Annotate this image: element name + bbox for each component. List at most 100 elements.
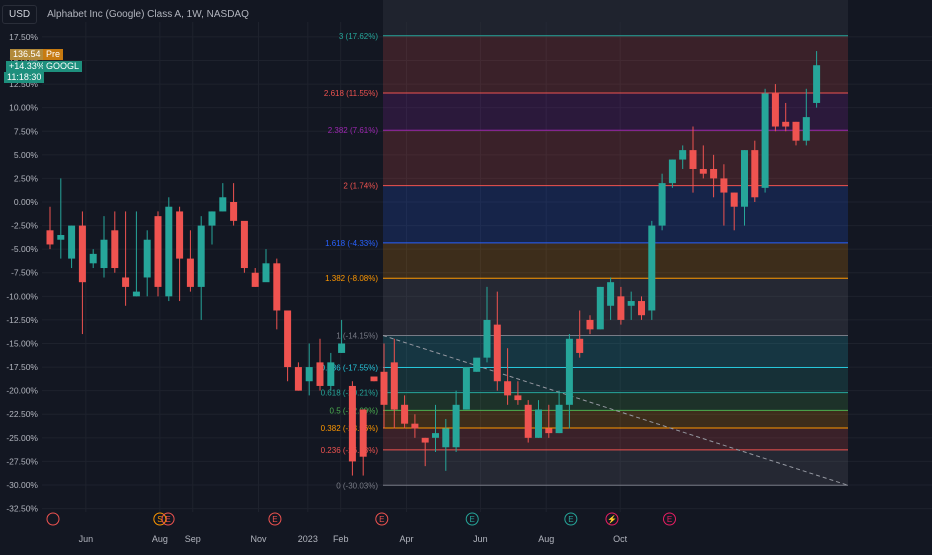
candle-body	[165, 206, 173, 297]
y-tick-label: -5.00%	[11, 244, 38, 254]
y-tick-label: 10.00%	[9, 103, 38, 113]
fib-zone	[383, 185, 848, 243]
event-marker[interactable]	[663, 512, 676, 526]
candle-body	[294, 367, 302, 391]
y-tick-label: -25.00%	[6, 433, 38, 443]
event-marker[interactable]	[161, 512, 175, 526]
fib-zone	[383, 278, 848, 336]
candle-body	[720, 178, 728, 193]
candle-body	[390, 362, 398, 410]
candle-body	[348, 385, 356, 462]
event-marker-label: E	[165, 515, 170, 524]
candle-body	[186, 258, 194, 287]
fib-zone	[383, 35, 848, 94]
fib-level-label: 1.382 (-8.08%)	[325, 274, 378, 283]
candle-body	[483, 319, 491, 358]
candle-body	[68, 225, 76, 259]
candle-body	[122, 277, 130, 287]
price-badge: 136.54	[10, 49, 44, 60]
event-marker[interactable]	[375, 512, 389, 526]
x-tick-label: Jun	[473, 534, 488, 544]
candle-body	[658, 183, 666, 226]
fib-level-label: 2.618 (11.55%)	[324, 89, 378, 98]
candle-body	[132, 291, 140, 297]
candle-body	[359, 409, 367, 457]
candle-body	[370, 376, 378, 382]
fib-zone	[383, 410, 848, 429]
candle-body	[596, 286, 604, 330]
candle-body	[100, 239, 108, 269]
candle-body	[46, 230, 54, 245]
event-marker[interactable]	[46, 512, 60, 526]
x-tick-label: Aug	[538, 534, 554, 544]
candle-body	[565, 338, 573, 405]
ticker-badge: GOOGL	[43, 61, 83, 72]
y-tick-label: 15.00%	[9, 56, 38, 66]
candle-body	[219, 197, 227, 212]
event-marker-label: E	[568, 515, 573, 524]
fib-zone	[383, 367, 848, 393]
candle-body	[576, 338, 584, 353]
event-marker-label: E	[667, 515, 672, 524]
fib-zone	[383, 93, 848, 131]
candle-body	[421, 437, 429, 443]
fib-trend-line	[382, 335, 849, 486]
candle-body	[473, 357, 481, 372]
candle-body	[411, 423, 419, 429]
candle-body	[262, 263, 270, 283]
candle-body	[607, 282, 615, 306]
candle-body	[648, 225, 656, 311]
candle-body	[462, 367, 470, 410]
event-marker[interactable]	[268, 512, 282, 526]
event-marker-label: E	[470, 515, 475, 524]
y-tick-label: -10.00%	[6, 291, 38, 301]
x-tick-label: 2023	[298, 534, 318, 544]
y-tick-label: -15.00%	[6, 338, 38, 348]
candle-body	[555, 404, 563, 434]
candle-body	[57, 235, 65, 240]
fib-top-zone	[383, 0, 848, 36]
y-tick-label: -2.50%	[11, 221, 38, 231]
symbol-title: Alphabet Inc (Google) Class A, 1W, NASDA…	[47, 8, 249, 20]
fib-zone	[383, 428, 848, 450]
event-marker-label: ⚡	[607, 514, 617, 524]
candle-body	[586, 319, 594, 330]
candle-body	[504, 381, 512, 396]
candle-body	[338, 343, 346, 353]
candle-body	[154, 216, 162, 287]
y-tick-label: -32.50%	[6, 504, 38, 514]
candle-body	[668, 159, 676, 184]
y-tick-label: -30.00%	[6, 480, 38, 490]
fib-level-label: 0 (-30.03%)	[336, 481, 378, 490]
candle-body	[143, 239, 151, 278]
event-marker[interactable]	[465, 512, 479, 526]
candle-body	[617, 296, 625, 320]
y-tick-label: 0.00%	[14, 197, 39, 207]
candle-body	[802, 117, 810, 141]
event-marker[interactable]	[605, 512, 619, 526]
candle-body	[741, 150, 748, 207]
candle-body	[432, 433, 439, 438]
candle-body	[452, 404, 460, 448]
y-tick-label: -27.50%	[6, 456, 38, 466]
fib-zone	[383, 242, 848, 279]
candle-body	[638, 301, 645, 316]
event-marker-label: S	[157, 515, 162, 524]
event-marker[interactable]	[153, 512, 167, 526]
candle-body	[240, 220, 248, 269]
x-tick-label: Jun	[79, 534, 94, 544]
fib-zone	[383, 130, 848, 186]
currency-button[interactable]: USD	[2, 4, 38, 24]
y-tick-label: -22.50%	[6, 409, 38, 419]
countdown-badge: 11:18:30	[4, 72, 45, 83]
candle-body	[305, 367, 313, 382]
y-tick-label: 17.50%	[9, 32, 38, 42]
candle-body	[771, 93, 779, 127]
change-badge: +14.33%	[6, 61, 48, 72]
x-tick-label: Apr	[399, 534, 413, 544]
y-tick-label: -20.00%	[6, 386, 38, 396]
event-marker[interactable]	[564, 512, 578, 526]
candle-body	[535, 409, 542, 438]
